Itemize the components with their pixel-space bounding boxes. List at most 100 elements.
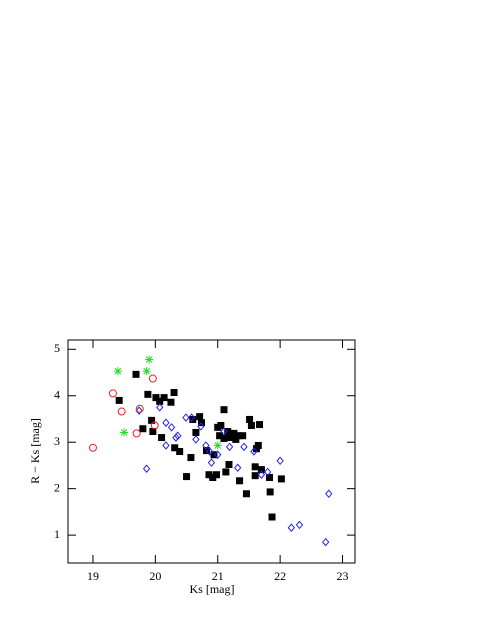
point	[234, 463, 242, 473]
point	[212, 471, 220, 479]
point	[135, 404, 144, 413]
point	[120, 428, 129, 437]
point	[276, 456, 284, 466]
point	[148, 374, 157, 383]
point	[247, 421, 255, 429]
point	[257, 466, 265, 474]
point	[257, 470, 266, 479]
point	[158, 434, 166, 442]
point	[192, 435, 200, 444]
point	[246, 415, 254, 423]
point	[295, 520, 304, 530]
point	[205, 471, 213, 479]
point	[210, 451, 218, 459]
point	[135, 406, 143, 415]
point	[287, 523, 296, 532]
point	[268, 513, 276, 521]
point	[214, 450, 222, 460]
point	[251, 463, 259, 471]
point	[227, 434, 235, 442]
point	[198, 419, 206, 427]
x-axis-label: Ks [mag]	[190, 582, 235, 596]
point	[167, 398, 175, 406]
point	[225, 461, 233, 469]
point	[242, 490, 250, 498]
point	[224, 428, 232, 436]
point	[183, 473, 191, 481]
x-tick-label: 20	[149, 569, 161, 583]
point	[240, 442, 248, 452]
point	[207, 458, 216, 467]
point	[197, 422, 205, 431]
point	[209, 474, 217, 482]
point	[160, 394, 168, 402]
point	[266, 488, 274, 496]
y-tick-label: 3	[54, 434, 60, 448]
point	[322, 537, 330, 547]
point	[150, 421, 159, 430]
point	[113, 367, 122, 376]
point	[192, 428, 200, 436]
point	[220, 406, 228, 414]
point	[266, 474, 274, 482]
y-axis-label: R − Ks [mag]	[28, 418, 42, 484]
point	[251, 472, 259, 480]
point	[225, 442, 234, 452]
x-tick-label: 21	[212, 569, 224, 583]
point	[232, 435, 240, 443]
point	[108, 389, 117, 398]
y-tick-label: 5	[54, 341, 60, 355]
point	[234, 432, 242, 440]
point	[230, 429, 238, 437]
point	[170, 388, 178, 396]
point	[203, 447, 211, 455]
point	[254, 441, 262, 449]
point	[256, 421, 264, 429]
point	[139, 425, 147, 433]
point	[156, 403, 164, 412]
point	[239, 432, 247, 440]
y-tick-label: 4	[54, 388, 60, 402]
point	[144, 390, 152, 398]
point	[172, 433, 180, 442]
point	[176, 448, 184, 455]
point	[167, 423, 176, 432]
point	[132, 370, 140, 378]
point	[149, 428, 157, 436]
point	[277, 475, 285, 483]
point	[214, 423, 222, 431]
point	[216, 432, 224, 440]
point	[162, 418, 170, 427]
point	[132, 429, 141, 438]
point	[220, 434, 228, 442]
point	[88, 443, 97, 452]
point	[145, 355, 154, 364]
point	[250, 447, 258, 456]
y-tick-label: 2	[54, 480, 60, 494]
point	[325, 489, 333, 499]
point	[142, 464, 151, 473]
point	[152, 394, 160, 402]
plot-frame	[67, 339, 356, 564]
x-tick-label: 19	[87, 569, 99, 583]
point	[187, 454, 195, 462]
point	[142, 367, 151, 376]
x-tick-label: 22	[274, 569, 286, 583]
point	[115, 396, 123, 404]
x-tick-label: 23	[337, 569, 349, 583]
point	[117, 407, 126, 416]
point	[236, 477, 244, 485]
point	[187, 413, 196, 422]
point	[220, 427, 228, 436]
y-tick-label: 1	[54, 527, 60, 541]
point	[263, 467, 272, 477]
point	[205, 447, 214, 456]
point	[222, 468, 230, 476]
point	[182, 413, 190, 422]
point	[213, 441, 222, 450]
point	[162, 441, 170, 450]
point	[171, 444, 179, 452]
point	[202, 441, 210, 450]
